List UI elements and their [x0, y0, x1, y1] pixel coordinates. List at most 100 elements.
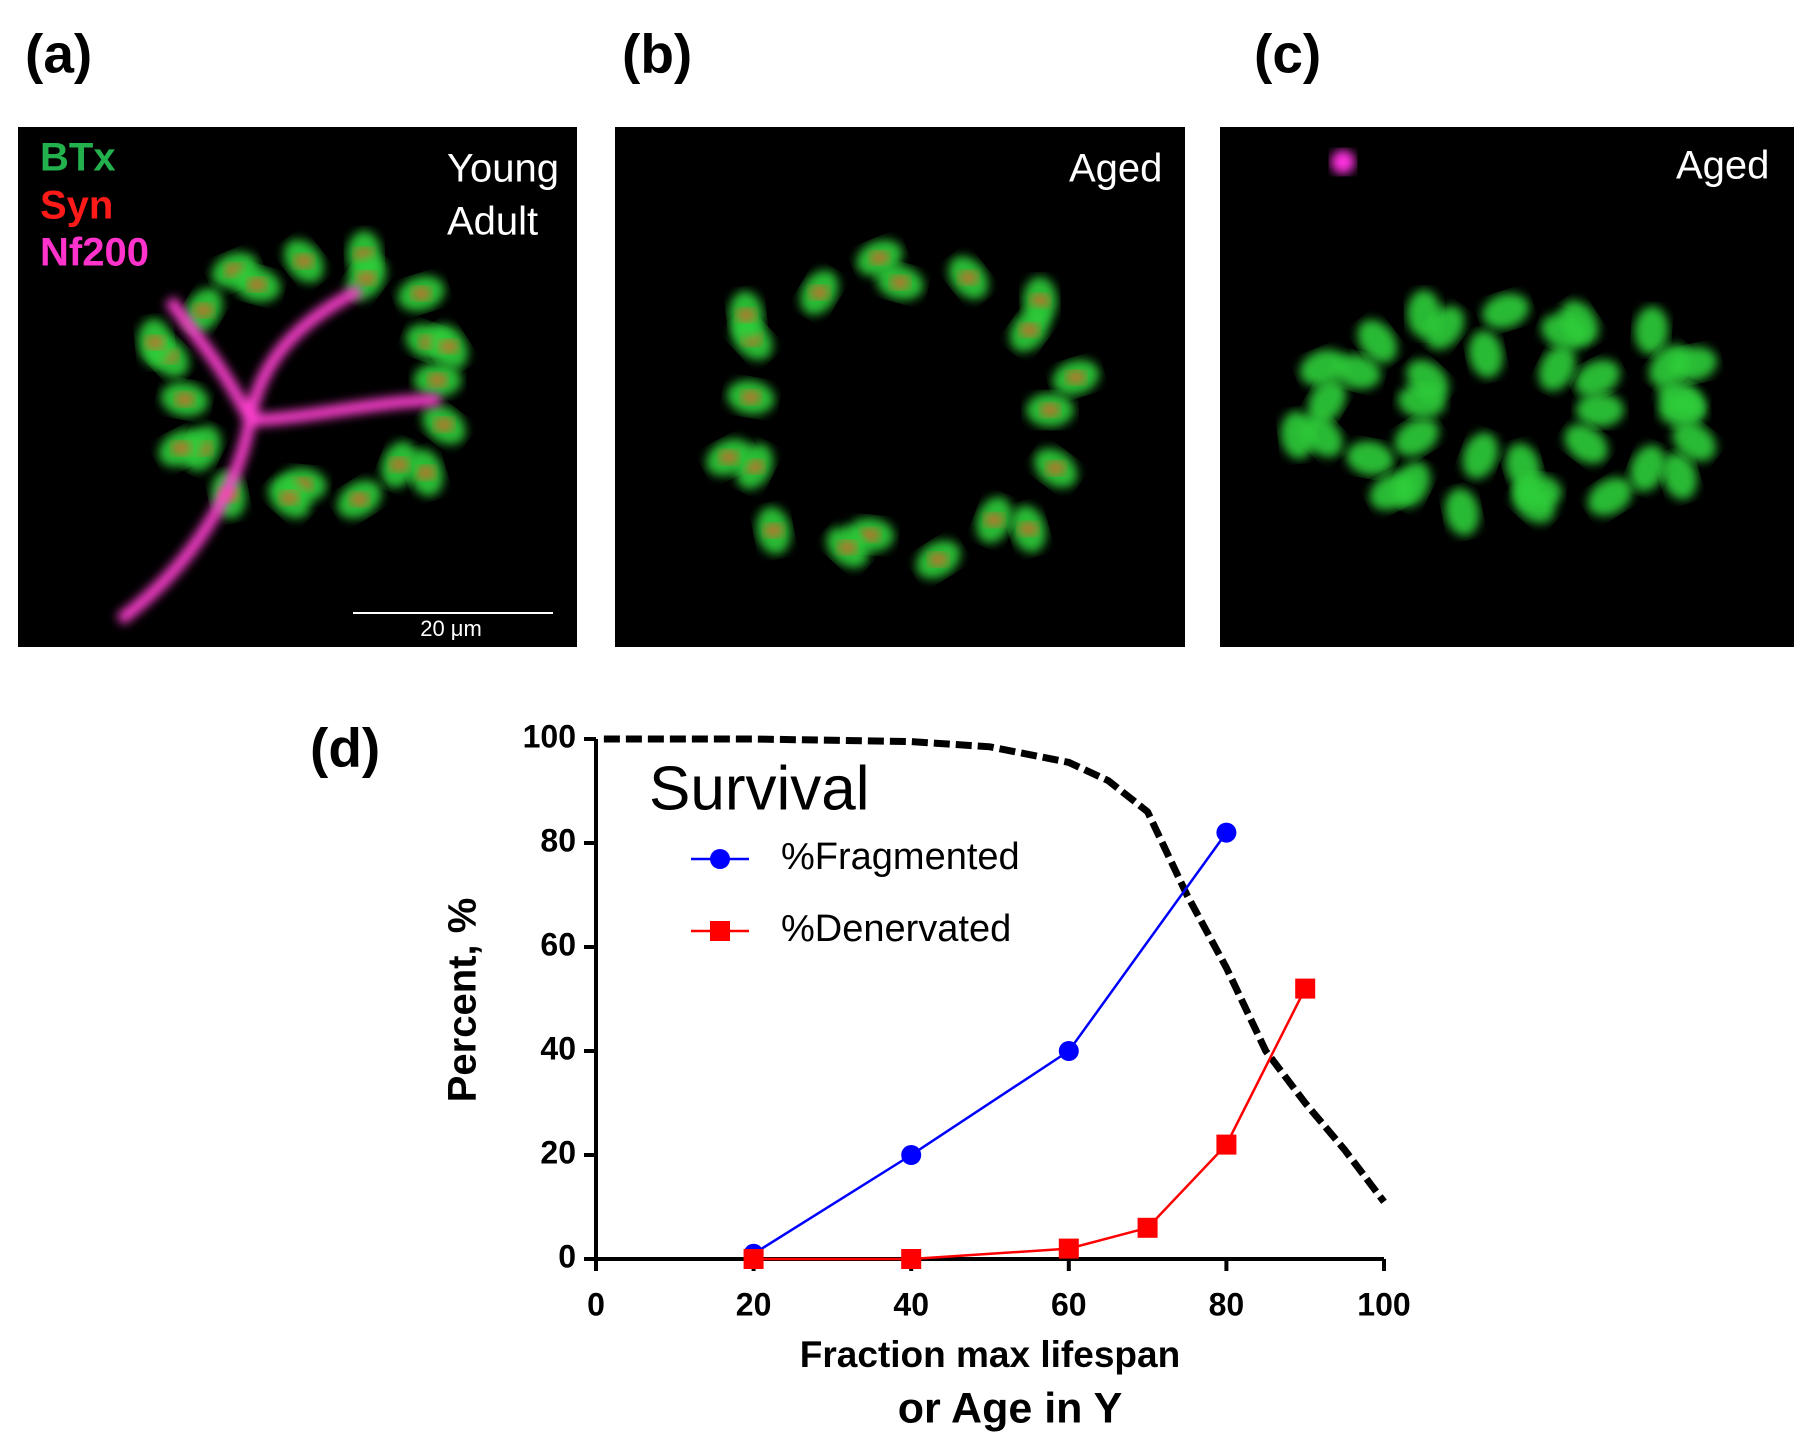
- synapse-blob: [1482, 293, 1530, 329]
- legend-label: %Fragmented: [781, 836, 1020, 878]
- panel-label: (d): [310, 717, 380, 779]
- synapse-blob: [1444, 488, 1480, 536]
- data-point: [743, 1249, 764, 1269]
- synapse-blob: [890, 275, 910, 290]
- synapse-blob: [1538, 345, 1576, 392]
- synapse-blob: [736, 308, 757, 323]
- synapse-blob: [433, 417, 454, 432]
- series-line: [603, 735, 1387, 1204]
- synapse-blob: [415, 465, 436, 480]
- x-tick-label: 40: [893, 1286, 929, 1322]
- synapse-blob: [1280, 411, 1315, 459]
- synapse-blob: [809, 285, 830, 300]
- panel-label: (c): [1254, 23, 1321, 85]
- y-tick-label: 0: [558, 1238, 576, 1274]
- synapse-blob: [1657, 379, 1704, 417]
- synapse-blob: [1406, 359, 1449, 401]
- legend-marker: [710, 921, 730, 941]
- synapse-blob: [1307, 378, 1347, 424]
- synapse-blob: [1045, 461, 1066, 476]
- synapse-blob: [349, 492, 370, 507]
- synapse-blob: [1346, 441, 1394, 476]
- data-point: [1137, 1217, 1158, 1238]
- synapse-blob: [145, 335, 166, 350]
- x-tick-label: 60: [1051, 1286, 1087, 1322]
- synapse-blob: [869, 250, 890, 265]
- synapse-blob: [1333, 354, 1381, 390]
- synapse-blob: [1357, 319, 1398, 363]
- synapse-blob: [193, 303, 214, 318]
- synapse-blob: [1559, 300, 1599, 345]
- series-line: [752, 831, 1228, 1255]
- synapse-blob: [1512, 482, 1555, 524]
- image-panel-a: [18, 127, 577, 647]
- y-tick-label: 60: [540, 926, 576, 962]
- series-line: [753, 988, 1307, 1261]
- debris: [1331, 150, 1355, 174]
- data-point: [1216, 1134, 1237, 1155]
- y-tick-label: 100: [523, 718, 576, 754]
- x-axis-title: or Age in Y: [898, 1384, 1123, 1432]
- synapse-blob: [171, 441, 192, 456]
- synapse-blob: [1468, 330, 1504, 379]
- synapse-blob: [1576, 393, 1624, 427]
- data-point: [1058, 1041, 1079, 1061]
- panel-label: (a): [25, 23, 92, 85]
- y-axis-title: Percent, %: [441, 898, 485, 1103]
- synapse-blob: [928, 552, 949, 567]
- synapse-blob: [1564, 424, 1608, 464]
- data-point: [1058, 1238, 1079, 1259]
- y-tick-label: 40: [540, 1030, 576, 1066]
- synapse-blob: [740, 390, 761, 405]
- stain-label: Syn: [40, 184, 113, 228]
- x-tick-label: 100: [1357, 1286, 1410, 1322]
- synapse-blob: [1425, 305, 1465, 350]
- y-tick-label: 80: [540, 822, 576, 858]
- synapse-blob: [1018, 521, 1039, 536]
- synapse-blob: [1587, 477, 1633, 516]
- synapse-blob: [293, 254, 314, 269]
- x-tick-label: 80: [1209, 1286, 1245, 1322]
- synapse-blob: [411, 286, 432, 301]
- x-tick-label: 20: [736, 1286, 772, 1322]
- synapse-blob: [718, 450, 739, 465]
- synapse-blob: [984, 513, 1005, 528]
- panel-label: (b): [622, 23, 692, 85]
- x-tick-label: 0: [587, 1286, 605, 1322]
- image-panel-c: [1220, 127, 1794, 647]
- synapse-blob: [247, 277, 268, 292]
- data-point: [1295, 978, 1316, 999]
- synapse-blob: [427, 373, 448, 387]
- scale-bar-label: 20 μm: [420, 616, 482, 641]
- synapse-blob: [837, 540, 858, 555]
- synapse-blob: [174, 392, 195, 407]
- synapse-blob: [1629, 445, 1666, 492]
- stain-label: BTx: [40, 136, 116, 180]
- synapse-blob: [1462, 432, 1499, 479]
- condition-label: Adult: [447, 200, 538, 244]
- image-panel-b: [615, 127, 1185, 647]
- chart: 0 20 40 60 80 100 0 20 40 60 80 100 Fraction max lif…: [441, 718, 1411, 1432]
- axon: [116, 284, 441, 625]
- synapse-blob: [1505, 443, 1541, 491]
- data-point: [901, 1249, 922, 1269]
- y-tick-label: 20: [540, 1134, 576, 1170]
- synapse-blob: [1669, 346, 1718, 382]
- synapse-blob: [1065, 370, 1086, 385]
- data-point: [1216, 822, 1237, 843]
- x-axis-title: Fraction max lifespan: [800, 1334, 1180, 1375]
- synapse-blob: [1299, 349, 1347, 386]
- condition-label: Young: [447, 147, 559, 191]
- synapse-blob: [1634, 306, 1669, 355]
- synapse-blob: [1019, 323, 1040, 338]
- synapse-blob: [744, 459, 765, 474]
- synapse-blob: [1574, 359, 1621, 397]
- synapse-blob: [958, 270, 979, 285]
- synapse-blob: [763, 523, 784, 538]
- synapse-blob: [356, 271, 377, 286]
- legend-marker: [710, 849, 730, 869]
- legend-label: %Denervated: [781, 908, 1011, 950]
- condition-label: Aged: [1676, 144, 1769, 188]
